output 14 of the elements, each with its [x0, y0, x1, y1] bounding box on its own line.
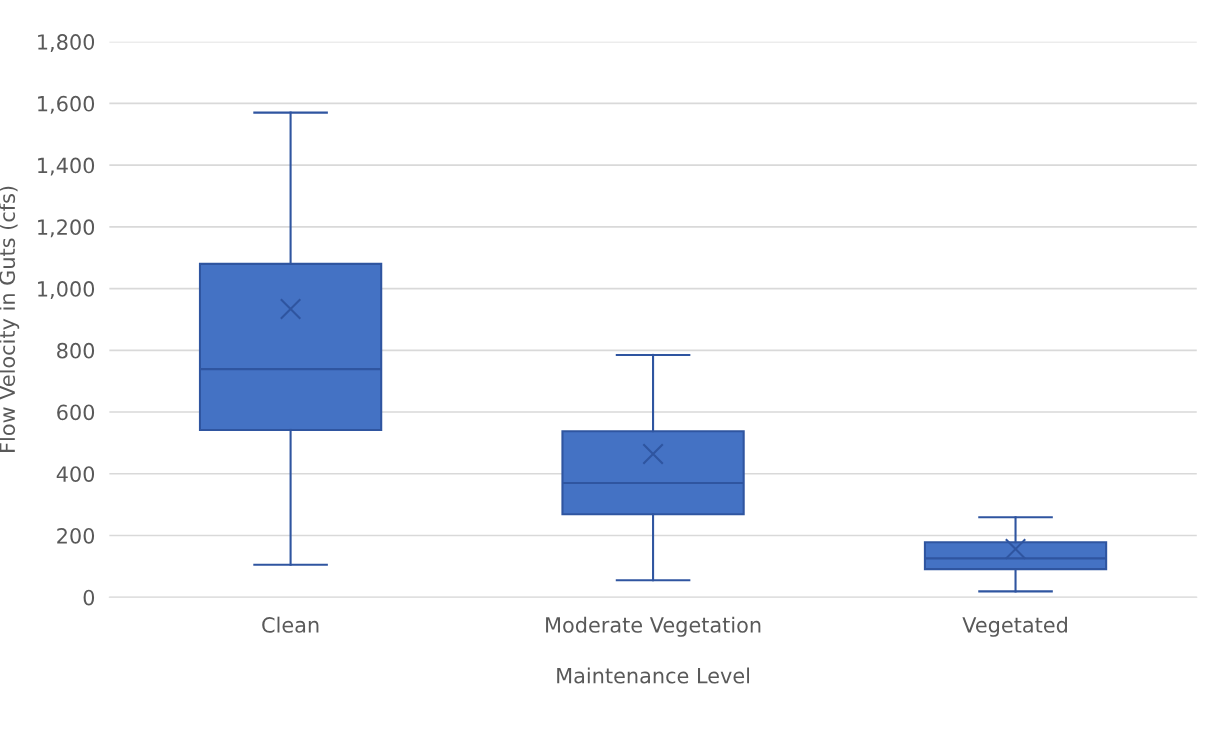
y-tick-label: 400	[56, 466, 95, 482]
y-tick-label: 1,600	[38, 95, 95, 114]
y-tick-label: 800	[57, 342, 95, 359]
y-tick-label: 1,400	[38, 157, 95, 176]
x-tick-label: Moderate Vegetation	[546, 616, 761, 637]
y-tick-label: 600	[57, 404, 95, 421]
x-tick-label: Vegetated	[962, 616, 1067, 637]
x-axis-title: Maintenance Level	[557, 667, 749, 684]
y-tick-label: 200	[57, 527, 95, 544]
y-tick-label: 1,800	[38, 34, 95, 52]
x-tick-label: Clean	[262, 616, 319, 633]
y-tick-label: 1,200	[38, 219, 95, 238]
y-tick-label: 1,000	[38, 281, 95, 299]
y-tick-label: 0	[83, 589, 95, 606]
